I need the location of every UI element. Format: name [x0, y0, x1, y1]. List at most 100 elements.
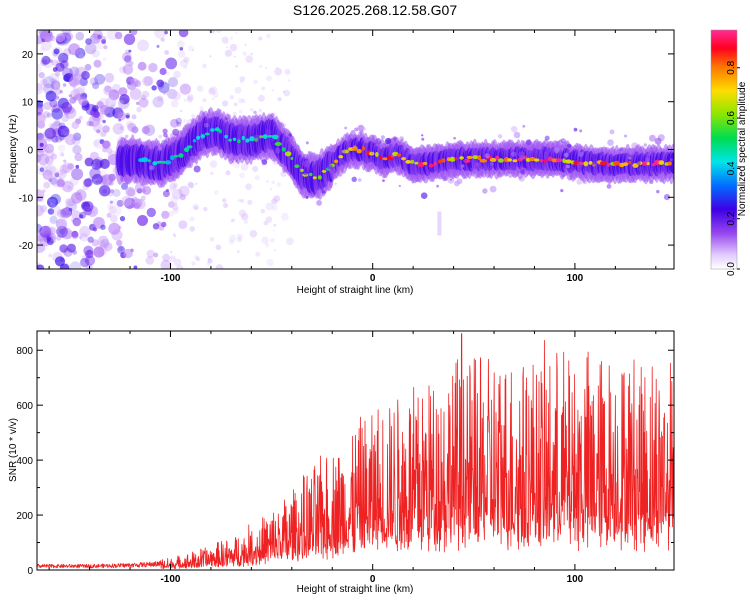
colorbar-cell — [711, 107, 737, 111]
noise-blob — [178, 220, 188, 230]
noise-blob — [209, 237, 215, 242]
colorbar-cell — [711, 137, 737, 141]
noise-blob — [84, 157, 94, 167]
ridge-core — [184, 147, 190, 153]
noise-blob — [207, 258, 213, 264]
noise-blob — [79, 232, 89, 242]
colorbar-cell — [711, 115, 737, 119]
noise-blob — [40, 165, 53, 177]
colorbar-cell — [711, 227, 737, 230]
noise-blob — [214, 190, 219, 195]
colorbar-cell — [711, 93, 737, 97]
ridge-core — [667, 161, 672, 166]
noise-blob — [51, 229, 56, 233]
noise-blob — [183, 84, 189, 90]
ridge-core — [245, 138, 250, 143]
noise-blob — [104, 85, 112, 93]
noise-blob — [72, 73, 84, 85]
noise-blob — [37, 83, 44, 95]
ridge-body — [669, 152, 674, 174]
colorbar-cell — [711, 241, 737, 244]
noise-blob — [124, 197, 136, 209]
noise-blob — [253, 79, 258, 84]
noise-blob — [112, 189, 121, 197]
noise-blob — [76, 85, 86, 95]
ridge-outlier — [645, 157, 651, 163]
snr-x-label: Height of straight line (km) — [297, 584, 414, 595]
noise-blob — [103, 242, 113, 252]
noise-blob — [244, 43, 247, 46]
ridge-core — [632, 163, 639, 168]
noise-blob — [156, 44, 160, 48]
ridge-outlier — [636, 160, 641, 165]
noise-blob — [242, 51, 247, 56]
noise-blob — [209, 55, 212, 58]
noise-blob — [169, 188, 173, 193]
ridge-outlier — [449, 178, 452, 181]
colorbar-tick-label: 0.6 — [726, 111, 737, 125]
noise-blob — [85, 250, 94, 259]
colorbar-tick-label: 0.4 — [726, 161, 737, 175]
noise-blob — [276, 67, 279, 69]
noise-blob — [50, 78, 57, 84]
noise-blob — [94, 38, 107, 50]
ridge-outlier — [162, 128, 168, 134]
colorbar-cell — [711, 211, 737, 214]
noise-blob — [91, 105, 99, 112]
ridge-core — [477, 155, 482, 161]
noise-blob — [186, 96, 193, 103]
noise-blob — [167, 77, 179, 88]
noise-blob — [56, 218, 68, 230]
ridge-core — [321, 170, 327, 173]
ridge-core — [529, 157, 536, 162]
ridge-outlier — [525, 139, 532, 146]
noise-blob — [37, 154, 42, 163]
noise-blob — [222, 100, 229, 107]
noise-blob — [240, 199, 244, 203]
noise-blob — [71, 168, 84, 181]
noise-blob — [183, 119, 187, 123]
noise-blob — [221, 36, 229, 44]
noise-blob — [236, 237, 242, 243]
ridge-outlier — [351, 176, 357, 182]
ridge-outlier — [157, 163, 165, 170]
noise-blob — [51, 108, 63, 120]
noise-blob — [265, 179, 269, 184]
ridge-core — [317, 175, 322, 180]
noise-blob — [52, 83, 61, 92]
noise-blob — [69, 66, 80, 77]
noise-blob — [136, 106, 142, 113]
noise-blob — [69, 177, 79, 186]
noise-blob — [63, 247, 73, 257]
ridge-core — [274, 142, 282, 146]
x-tick-label: 0 — [370, 574, 376, 585]
ridge-outlier — [342, 163, 346, 167]
noise-blob — [79, 48, 85, 54]
ridge-core — [658, 160, 665, 165]
noise-blob — [237, 250, 240, 254]
ridge-outlier — [163, 132, 168, 138]
ridge-outlier — [252, 152, 259, 158]
noise-blob — [44, 127, 56, 140]
noise-blob — [39, 225, 52, 238]
noise-blob — [81, 70, 90, 80]
ridge-outlier — [522, 124, 526, 128]
noise-blob — [82, 201, 94, 212]
noise-blob — [99, 130, 107, 138]
ridge-outlier — [567, 143, 572, 148]
noise-blob — [51, 80, 61, 90]
noise-blob — [173, 234, 177, 238]
ridge-outlier — [261, 159, 268, 165]
ridge-outlier — [308, 192, 315, 199]
noise-blob — [173, 258, 182, 267]
noise-blob — [99, 185, 111, 197]
ridge-outlier — [628, 156, 632, 160]
noise-blob — [50, 205, 61, 217]
noise-blob — [45, 90, 57, 102]
ridge-core — [334, 159, 339, 164]
ridge-outlier — [510, 151, 517, 157]
ridge-outlier — [657, 134, 665, 142]
ridge-outlier — [563, 152, 569, 158]
artifact-streak — [437, 211, 442, 236]
